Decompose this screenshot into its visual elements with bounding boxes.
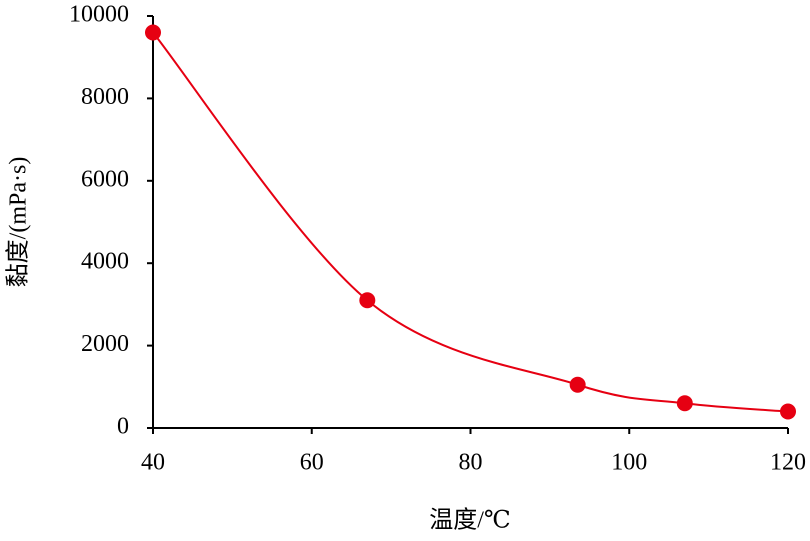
y-tick-label: 8000 bbox=[81, 84, 129, 110]
y-tick-label: 10000 bbox=[69, 2, 129, 28]
y-axis-title: 黏度/(mPa·s) bbox=[5, 157, 32, 288]
y-tick-label: 0 bbox=[117, 414, 129, 440]
x-tick-label: 100 bbox=[611, 450, 647, 476]
x-tick-label: 80 bbox=[459, 450, 483, 476]
y-tick-label: 4000 bbox=[81, 249, 129, 275]
x-tick-label: 60 bbox=[300, 450, 324, 476]
point bbox=[145, 24, 161, 41]
point bbox=[676, 395, 693, 412]
y-tick-label: 2000 bbox=[81, 331, 129, 357]
point bbox=[569, 376, 586, 393]
point bbox=[780, 403, 796, 420]
y-tick-label: 6000 bbox=[81, 166, 129, 192]
point bbox=[359, 292, 376, 309]
series-line bbox=[152, 31, 789, 413]
x-tick-label: 120 bbox=[770, 450, 806, 476]
x-tick-label: 40 bbox=[141, 450, 165, 476]
x-axis-title: 温度/℃ bbox=[429, 507, 511, 534]
